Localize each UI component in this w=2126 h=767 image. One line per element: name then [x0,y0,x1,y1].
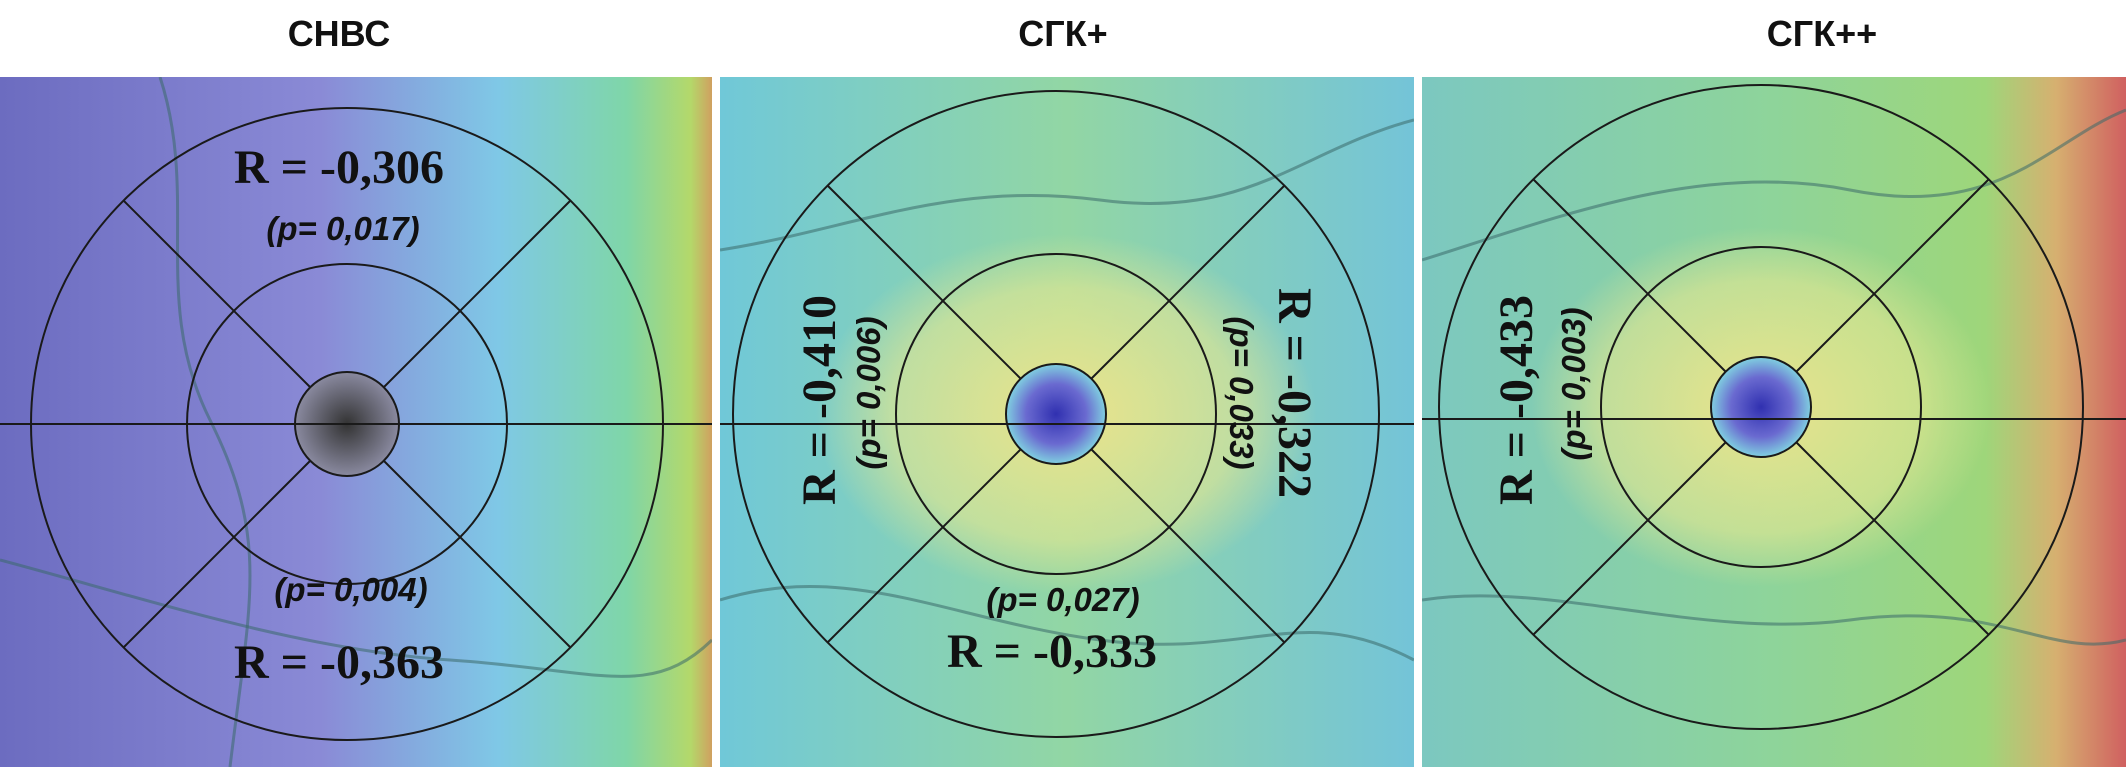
p-value: (p= 0,027) [986,581,1139,618]
vessel [720,585,1414,662]
r-value: R = -0,333 [947,625,1157,678]
p-value: (p= 0,006) [850,316,887,469]
panel [720,77,1414,767]
p-value: (p= 0,017) [266,210,419,247]
vessel [720,118,1414,252]
r-value: R = -0,306 [234,141,444,194]
fovea [1006,364,1106,464]
panel [0,77,712,767]
etdrs-grid [1422,84,2126,730]
r-value: R = -0,363 [234,636,444,689]
vessel [0,558,712,678]
fovea [1711,357,1811,457]
p-value: (p= 0,004) [274,571,427,608]
r-value: R = -0,322 [1268,288,1321,498]
p-value: (p= 0,033) [1223,316,1260,469]
panel [1422,77,2126,767]
r-value: R = -0,410 [793,295,846,505]
etdrs-grid [720,90,1414,738]
r-value: R = -0,433 [1490,295,1543,505]
panel-title: СГК+ [1018,13,1107,54]
vessel [158,77,252,767]
panel-title: СГК++ [1767,13,1877,54]
p-value: (p= 0,003) [1555,307,1592,460]
panel-title: СНВС [288,13,391,54]
vessel [1422,108,2126,262]
etdrs-grid [0,107,712,741]
vessel [1422,594,2126,646]
